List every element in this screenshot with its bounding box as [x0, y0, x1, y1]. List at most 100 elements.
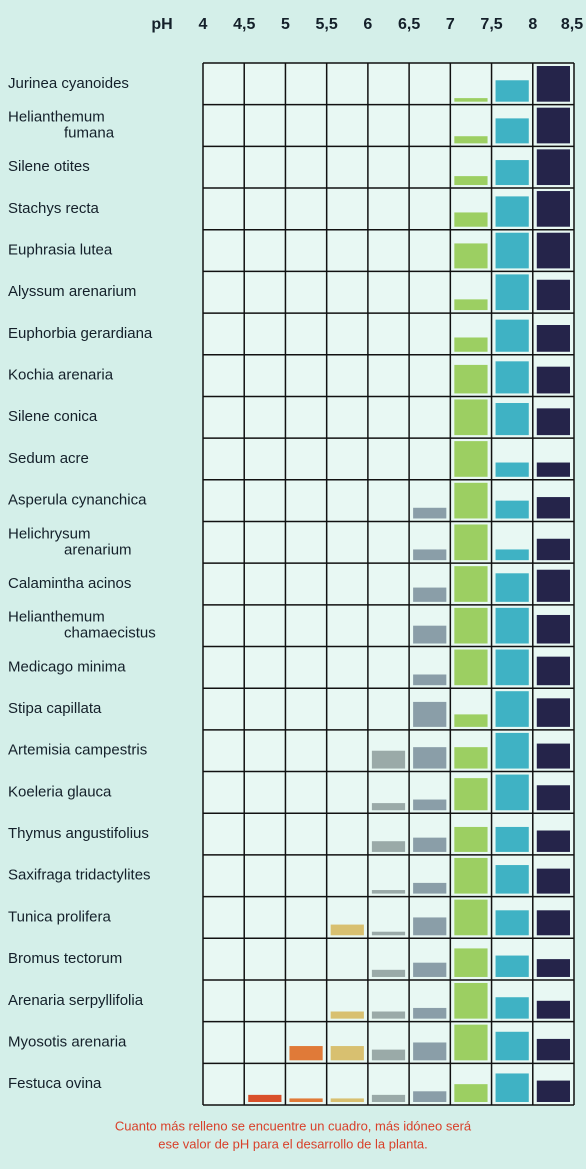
- cell-fill: [536, 1080, 570, 1102]
- cell-fill: [454, 1024, 488, 1061]
- cell-fill: [536, 538, 570, 561]
- cell-fill: [495, 549, 529, 561]
- cell-fill: [536, 325, 570, 352]
- cell-fill: [413, 837, 447, 852]
- cell-fill: [454, 982, 488, 1019]
- cell-fill: [454, 98, 488, 102]
- cell-fill: [536, 698, 570, 727]
- cell-fill: [248, 1094, 282, 1102]
- cell-fill: [330, 1011, 364, 1019]
- cell-fill: [495, 403, 529, 436]
- species-name: Asperula cynanchica: [8, 492, 147, 509]
- cell-fill: [495, 955, 529, 977]
- cell-fill: [536, 279, 570, 311]
- species-name: Helichrysum: [8, 525, 91, 542]
- cell-fill: [454, 243, 488, 269]
- x-tick-label: 6: [363, 16, 372, 33]
- x-tick-label: 7: [446, 16, 455, 33]
- species-name: Helianthemum: [8, 609, 105, 626]
- cell-fill: [536, 1038, 570, 1061]
- cell-fill: [536, 366, 570, 394]
- cell-fill: [536, 408, 570, 436]
- cell-fill: [495, 1073, 529, 1102]
- cell-fill: [454, 857, 488, 894]
- caption: Cuanto más relleno se encuentre un cuadr…: [115, 1118, 472, 1133]
- cell-fill: [289, 1098, 323, 1102]
- axis-label: pH: [151, 16, 172, 33]
- species-name: Artemisia campestris: [8, 742, 147, 759]
- species-name: Stipa capillata: [8, 700, 102, 717]
- cell-fill: [536, 910, 570, 936]
- cell-fill: [495, 462, 529, 477]
- cell-fill: [413, 882, 447, 894]
- cell-fill: [371, 803, 406, 811]
- cell-fill: [536, 656, 570, 686]
- cell-fill: [495, 826, 529, 852]
- cell-fill: [413, 917, 447, 936]
- cell-fill: [454, 176, 488, 186]
- cell-fill: [495, 196, 529, 227]
- cell-fill: [454, 948, 488, 977]
- species-name: chamaecistus: [64, 625, 156, 642]
- cell-fill: [536, 868, 570, 894]
- cell-fill: [454, 337, 488, 352]
- cell-fill: [454, 899, 488, 936]
- species-name: Tunica prolifera: [8, 908, 111, 925]
- cell-fill: [371, 890, 406, 894]
- cell-fill: [536, 66, 570, 102]
- species-name: arenarium: [64, 541, 132, 558]
- cell-fill: [454, 399, 488, 436]
- cell-fill: [413, 1042, 447, 1061]
- x-tick-label: 8: [528, 16, 537, 33]
- x-tick-label: 4,5: [233, 16, 255, 33]
- cell-fill: [454, 747, 488, 769]
- x-tick-label: 5: [281, 16, 290, 33]
- species-name: Jurinea cyanoides: [8, 75, 129, 92]
- species-name: Silene otites: [8, 158, 90, 175]
- species-name: Saxifraga tridactylites: [8, 867, 151, 884]
- cell-fill: [536, 959, 570, 977]
- cell-fill: [495, 500, 529, 519]
- cell-fill: [536, 107, 570, 144]
- cell-fill: [495, 232, 529, 269]
- species-name: Sedum acre: [8, 450, 89, 467]
- species-name: Stachys recta: [8, 200, 100, 217]
- cell-fill: [413, 587, 447, 602]
- cell-fill: [495, 1031, 529, 1061]
- cell-fill: [495, 573, 529, 602]
- cell-fill: [454, 826, 488, 852]
- cell-fill: [413, 674, 447, 686]
- cell-fill: [454, 714, 488, 727]
- cell-fill: [371, 1094, 406, 1102]
- cell-fill: [536, 1000, 570, 1019]
- cell-fill: [413, 799, 447, 811]
- cell-fill: [536, 497, 570, 519]
- cell-fill: [454, 441, 488, 477]
- cell-fill: [495, 732, 529, 769]
- cell-fill: [536, 232, 570, 269]
- cell-fill: [495, 274, 529, 311]
- species-name: Festuca ovina: [8, 1075, 102, 1092]
- cell-fill: [413, 549, 447, 561]
- cell-fill: [454, 482, 488, 519]
- species-name: fumana: [64, 124, 115, 141]
- cell-fill: [495, 649, 529, 686]
- species-name: Euphorbia gerardiana: [8, 325, 153, 342]
- cell-fill: [495, 118, 529, 144]
- cell-fill: [495, 80, 529, 102]
- caption: ese valor de pH para el desarrollo de la…: [158, 1136, 428, 1151]
- cell-fill: [454, 299, 488, 311]
- cell-fill: [371, 1049, 406, 1061]
- cell-fill: [371, 1011, 406, 1019]
- cell-fill: [454, 778, 488, 811]
- species-name: Thymus angustifolius: [8, 825, 149, 842]
- x-tick-label: 7,5: [480, 16, 502, 33]
- cell-fill: [495, 607, 529, 644]
- species-name: Alyssum arenarium: [8, 283, 136, 300]
- cell-fill: [454, 649, 488, 686]
- species-name: Kochia arenaria: [8, 367, 114, 384]
- species-name: Euphrasia lutea: [8, 242, 113, 259]
- cell-fill: [454, 136, 488, 144]
- cell-fill: [536, 191, 570, 227]
